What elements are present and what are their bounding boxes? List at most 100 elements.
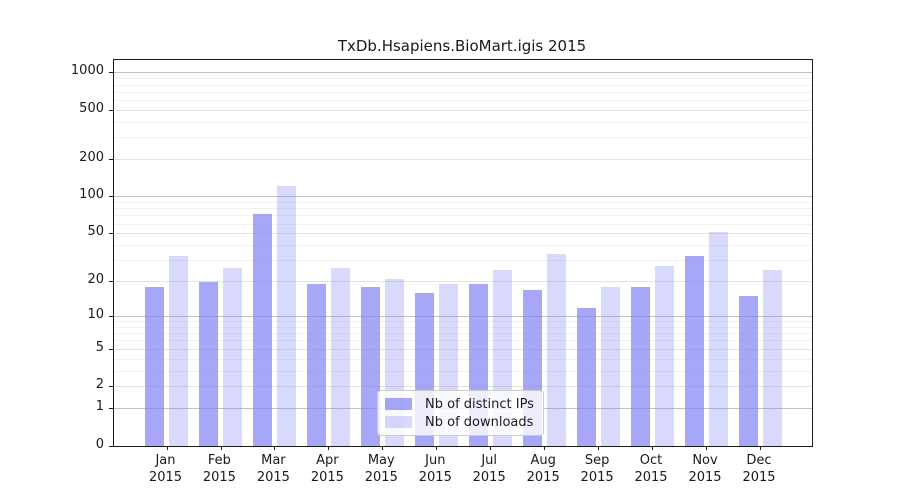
y-tick-1000 xyxy=(109,72,114,74)
bar-mar-downloads xyxy=(276,186,296,446)
bar-oct-distinct-ips xyxy=(630,287,650,446)
y-tick-5 xyxy=(109,348,114,350)
x-label-nov: Nov 2015 xyxy=(688,453,722,485)
bar-aug-downloads xyxy=(546,254,566,446)
y-tick-500 xyxy=(109,109,114,111)
gridline-80 xyxy=(114,208,812,210)
x-tick-may xyxy=(382,446,384,450)
bar-nov-distinct-ips xyxy=(684,255,704,446)
bar-nov-downloads xyxy=(708,231,728,446)
bar-feb-distinct-ips xyxy=(199,281,218,446)
gridline-500 xyxy=(114,109,812,111)
bar-mar-distinct-ips xyxy=(252,214,272,446)
y-label-2: 2 xyxy=(95,377,104,393)
bar-dec-downloads xyxy=(762,270,782,446)
bar-jan-distinct-ips xyxy=(145,287,164,446)
gridline-300 xyxy=(114,137,812,139)
gridline-200 xyxy=(114,159,812,161)
gridline-1000 xyxy=(114,72,812,74)
x-label-feb: Feb 2015 xyxy=(202,453,236,485)
gridline-2 xyxy=(114,386,812,388)
x-label-oct: Oct 2015 xyxy=(634,453,668,485)
y-tick-50 xyxy=(109,233,114,235)
x-tick-jun xyxy=(436,446,438,450)
y-label-500: 500 xyxy=(79,100,104,116)
gridline-30 xyxy=(114,260,812,262)
y-label-5: 5 xyxy=(95,339,104,355)
x-label-dec: Dec 2015 xyxy=(742,453,776,485)
x-tick-mar xyxy=(274,446,276,450)
gridline-8 xyxy=(114,326,812,328)
gridline-40 xyxy=(114,245,812,246)
x-label-jun: Jun 2015 xyxy=(418,453,452,485)
gridline-900 xyxy=(114,78,812,80)
gridline-6 xyxy=(114,340,812,342)
gridline-4 xyxy=(114,358,812,360)
y-label-1: 1 xyxy=(95,399,104,415)
gridline-600 xyxy=(114,100,812,101)
bar-apr-downloads xyxy=(330,268,350,446)
gridline-7 xyxy=(114,333,812,335)
gridline-20 xyxy=(114,281,812,283)
x-label-may: May 2015 xyxy=(364,453,398,485)
x-tick-oct xyxy=(652,446,653,450)
x-tick-sep xyxy=(598,446,600,450)
y-label-200: 200 xyxy=(79,150,104,166)
x-tick-jul xyxy=(490,446,492,450)
x-tick-apr xyxy=(328,446,330,450)
y-label-50: 50 xyxy=(87,224,104,240)
y-label-10: 10 xyxy=(87,307,104,322)
x-label-apr: Apr 2015 xyxy=(310,453,344,485)
gridline-700 xyxy=(114,91,812,93)
bar-may-distinct-ips xyxy=(360,287,380,446)
gridline-400 xyxy=(114,121,812,123)
x-tick-dec xyxy=(760,446,761,450)
bar-dec-distinct-ips xyxy=(738,296,758,446)
gridline-800 xyxy=(114,84,812,86)
chart-title: TxDb.Hsapiens.BioMart.igis 2015 xyxy=(337,37,587,55)
y-tick-2 xyxy=(109,386,114,388)
gridline-3 xyxy=(114,370,812,372)
downloads-swatch xyxy=(385,416,412,428)
x-label-jan: Jan 2015 xyxy=(148,453,183,485)
x-tick-nov xyxy=(706,446,707,450)
plot-area xyxy=(109,59,813,450)
x-tick-jan xyxy=(166,446,168,450)
gridline-100 xyxy=(114,196,812,198)
bar-sep-downloads xyxy=(600,287,620,446)
bar-feb-downloads xyxy=(223,268,242,446)
gridline-9 xyxy=(114,321,812,323)
y-label-20: 20 xyxy=(87,272,104,288)
legend-label-distinct-ips: Nb of distinct IPs xyxy=(425,396,534,412)
gridline-10 xyxy=(114,316,812,317)
x-label-sep: Sep 2015 xyxy=(580,453,614,485)
x-label-jul: Jul 2015 xyxy=(472,453,506,485)
y-tick-10 xyxy=(109,316,114,317)
bar-sep-distinct-ips xyxy=(576,307,596,446)
y-label-1000: 1000 xyxy=(70,63,104,79)
x-label-aug: Aug 2015 xyxy=(526,453,560,485)
legend-item-downloads: Nb of downloads xyxy=(385,414,535,430)
y-tick-200 xyxy=(109,159,114,161)
legend-label-downloads: Nb of downloads xyxy=(425,414,534,430)
bar-jan-downloads xyxy=(169,255,188,446)
legend: Nb of distinct IPs Nb of downloads xyxy=(377,390,544,436)
y-label-0: 0 xyxy=(95,436,104,452)
y-tick-0 xyxy=(109,445,114,447)
y-tick-20 xyxy=(109,281,114,283)
gridline-50 xyxy=(114,233,812,235)
gridline-70 xyxy=(114,215,812,217)
y-tick-100 xyxy=(109,196,114,198)
bar-apr-distinct-ips xyxy=(306,284,326,446)
gridline-5 xyxy=(114,348,812,350)
distinct-ips-swatch xyxy=(385,398,412,410)
legend-item-distinct-ips: Nb of distinct IPs xyxy=(385,396,535,412)
y-label-100: 100 xyxy=(79,187,104,203)
x-tick-feb xyxy=(220,446,222,450)
gridline-90 xyxy=(114,201,812,203)
y-tick-1 xyxy=(109,408,114,410)
x-label-mar: Mar 2015 xyxy=(256,453,290,485)
bar-oct-downloads xyxy=(654,266,674,446)
gridline-60 xyxy=(114,223,812,225)
